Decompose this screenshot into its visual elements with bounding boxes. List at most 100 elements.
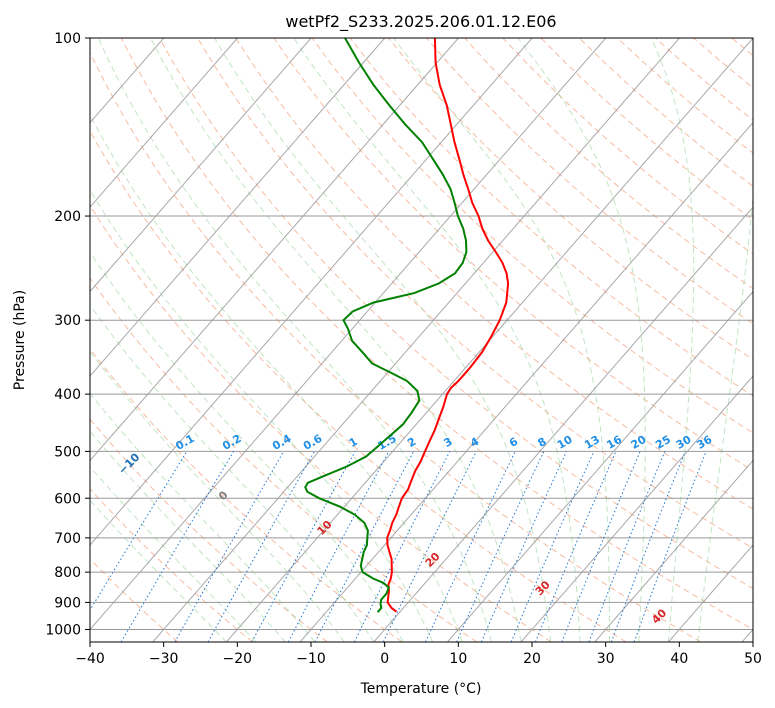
mixing-ratio-label: 0.6 <box>301 432 325 453</box>
dry-adiabat-line <box>90 204 552 642</box>
mixing-ratio-label: 0.2 <box>220 432 243 453</box>
dry-adiabat-label: −20 <box>29 420 56 447</box>
isotherm-line <box>447 290 753 642</box>
isotherm-line <box>299 121 753 642</box>
mixing-ratio-line <box>207 451 315 642</box>
x-tick-label: 40 <box>670 651 688 667</box>
dry-adiabat-line <box>426 38 753 325</box>
moist-adiabat-line <box>90 392 316 642</box>
y-tick-label: 600 <box>54 491 81 507</box>
dry-adiabat-label: 40 <box>649 606 669 626</box>
isobars <box>90 38 753 630</box>
isotherm-line <box>90 38 386 377</box>
mixing-ratio-label: 8 <box>535 435 548 450</box>
mixing-ratio-line <box>353 451 451 642</box>
mixing-ratio-label: 0.4 <box>270 432 294 453</box>
mixing-ratio-line <box>480 451 567 642</box>
x-axis-label: Temperature (°C) <box>360 681 482 697</box>
dry-adiabat-line <box>273 38 753 472</box>
isotherm-line <box>90 38 459 462</box>
x-tick-label: 30 <box>597 651 615 667</box>
mixing-ratio-label: 16 <box>604 433 624 452</box>
dry-adiabats <box>90 38 775 642</box>
mixing-ratio-label: 3 <box>441 435 454 450</box>
y-tick-label: 800 <box>54 565 81 581</box>
mixing-ratio-label: 0.1 <box>173 432 196 453</box>
moist-adiabat-line <box>90 499 227 642</box>
moist-adiabat-line <box>90 304 375 642</box>
isotherms <box>90 38 753 642</box>
plot-frame <box>89 37 754 643</box>
mixing-ratio-line <box>382 451 477 642</box>
dry-adiabat-line <box>770 38 775 642</box>
y-tick-label: 500 <box>54 444 81 460</box>
moist-adiabat-line <box>293 38 581 642</box>
dry-adiabat-line <box>120 38 753 631</box>
dewpoint-line <box>304 38 468 613</box>
mixing-ratio-label: 13 <box>582 433 602 452</box>
y-tick-label: 300 <box>54 313 81 329</box>
y-tick-label: 900 <box>54 595 81 611</box>
temperature-line <box>386 38 510 613</box>
dry-adiabat-label: 30 <box>533 578 553 598</box>
isotherm-line <box>373 206 753 642</box>
moist-adiabat-line <box>90 113 463 642</box>
mixing-ratio-label: 1.5 <box>375 432 398 453</box>
mixing-ratio-label: 36 <box>695 433 715 452</box>
chart-title: wetPf2_S233.2025.206.01.12.E06 <box>285 12 556 32</box>
isotherm-line <box>90 38 238 208</box>
moist-adiabat-line <box>90 465 257 642</box>
dry-adiabat-label: −10 <box>116 450 143 477</box>
profile-series <box>304 38 510 613</box>
moist-adiabat-line <box>650 38 695 642</box>
y-tick-label: 400 <box>54 387 81 403</box>
mixing-ratio-label: 25 <box>653 433 673 452</box>
x-axis: −40 −30 −20 −10 0 10 20 30 40 50 <box>75 642 762 667</box>
x-tick-label: 20 <box>523 651 541 667</box>
y-tick-label: 700 <box>54 531 81 547</box>
isotherm-line <box>152 38 680 642</box>
x-tick-label: −30 <box>149 651 179 667</box>
moist-adiabat-line <box>214 38 551 642</box>
mixing-ratio-line <box>456 451 545 642</box>
mixing-ratio-line <box>633 451 707 642</box>
mixing-ratio-label: 1 <box>347 435 360 450</box>
y-axis: 100 200 300 400 500 600 700 800 900 1000 <box>45 31 90 638</box>
y-tick-label: 1000 <box>45 622 81 638</box>
moist-adiabat-line <box>393 38 610 642</box>
y-tick-label: 100 <box>54 31 81 47</box>
mixing-ratio-line <box>90 451 188 612</box>
moist-adiabat-line <box>150 38 522 642</box>
mixing-ratio-label: 2 <box>405 435 418 450</box>
dry-adiabat-line <box>90 130 627 642</box>
dry-adiabat-line <box>693 38 753 89</box>
x-tick-label: 0 <box>380 651 389 667</box>
x-tick-label: 10 <box>449 651 467 667</box>
dry-adiabat-line <box>197 38 753 549</box>
dry-adiabat-line <box>90 488 253 642</box>
moist-adiabat-line <box>90 350 345 642</box>
mixing-ratio-line <box>561 451 641 642</box>
isotherm-line <box>90 38 607 631</box>
x-tick-label: −10 <box>296 651 326 667</box>
isotherm-line <box>520 375 753 642</box>
moist-adiabat-line <box>697 191 753 642</box>
x-tick-label: 50 <box>744 651 762 667</box>
mixing-ratio-line <box>510 451 595 642</box>
x-tick-label: −40 <box>75 651 105 667</box>
dry-adiabat-line <box>158 38 753 590</box>
isotherm-line <box>594 459 753 642</box>
x-tick-label: −20 <box>223 651 253 667</box>
mixing-ratio-line <box>534 451 617 642</box>
mixing-ratio-line <box>251 451 356 642</box>
dry-adiabat-line <box>90 558 179 642</box>
mixing-ratio-label: 10 <box>555 433 575 452</box>
y-tick-label: 200 <box>54 209 81 225</box>
moist-adiabat-line <box>517 38 646 642</box>
moist-adiabat-line <box>90 189 434 642</box>
dry-adiabat-line <box>464 38 753 290</box>
dry-adiabat-line <box>90 277 477 642</box>
